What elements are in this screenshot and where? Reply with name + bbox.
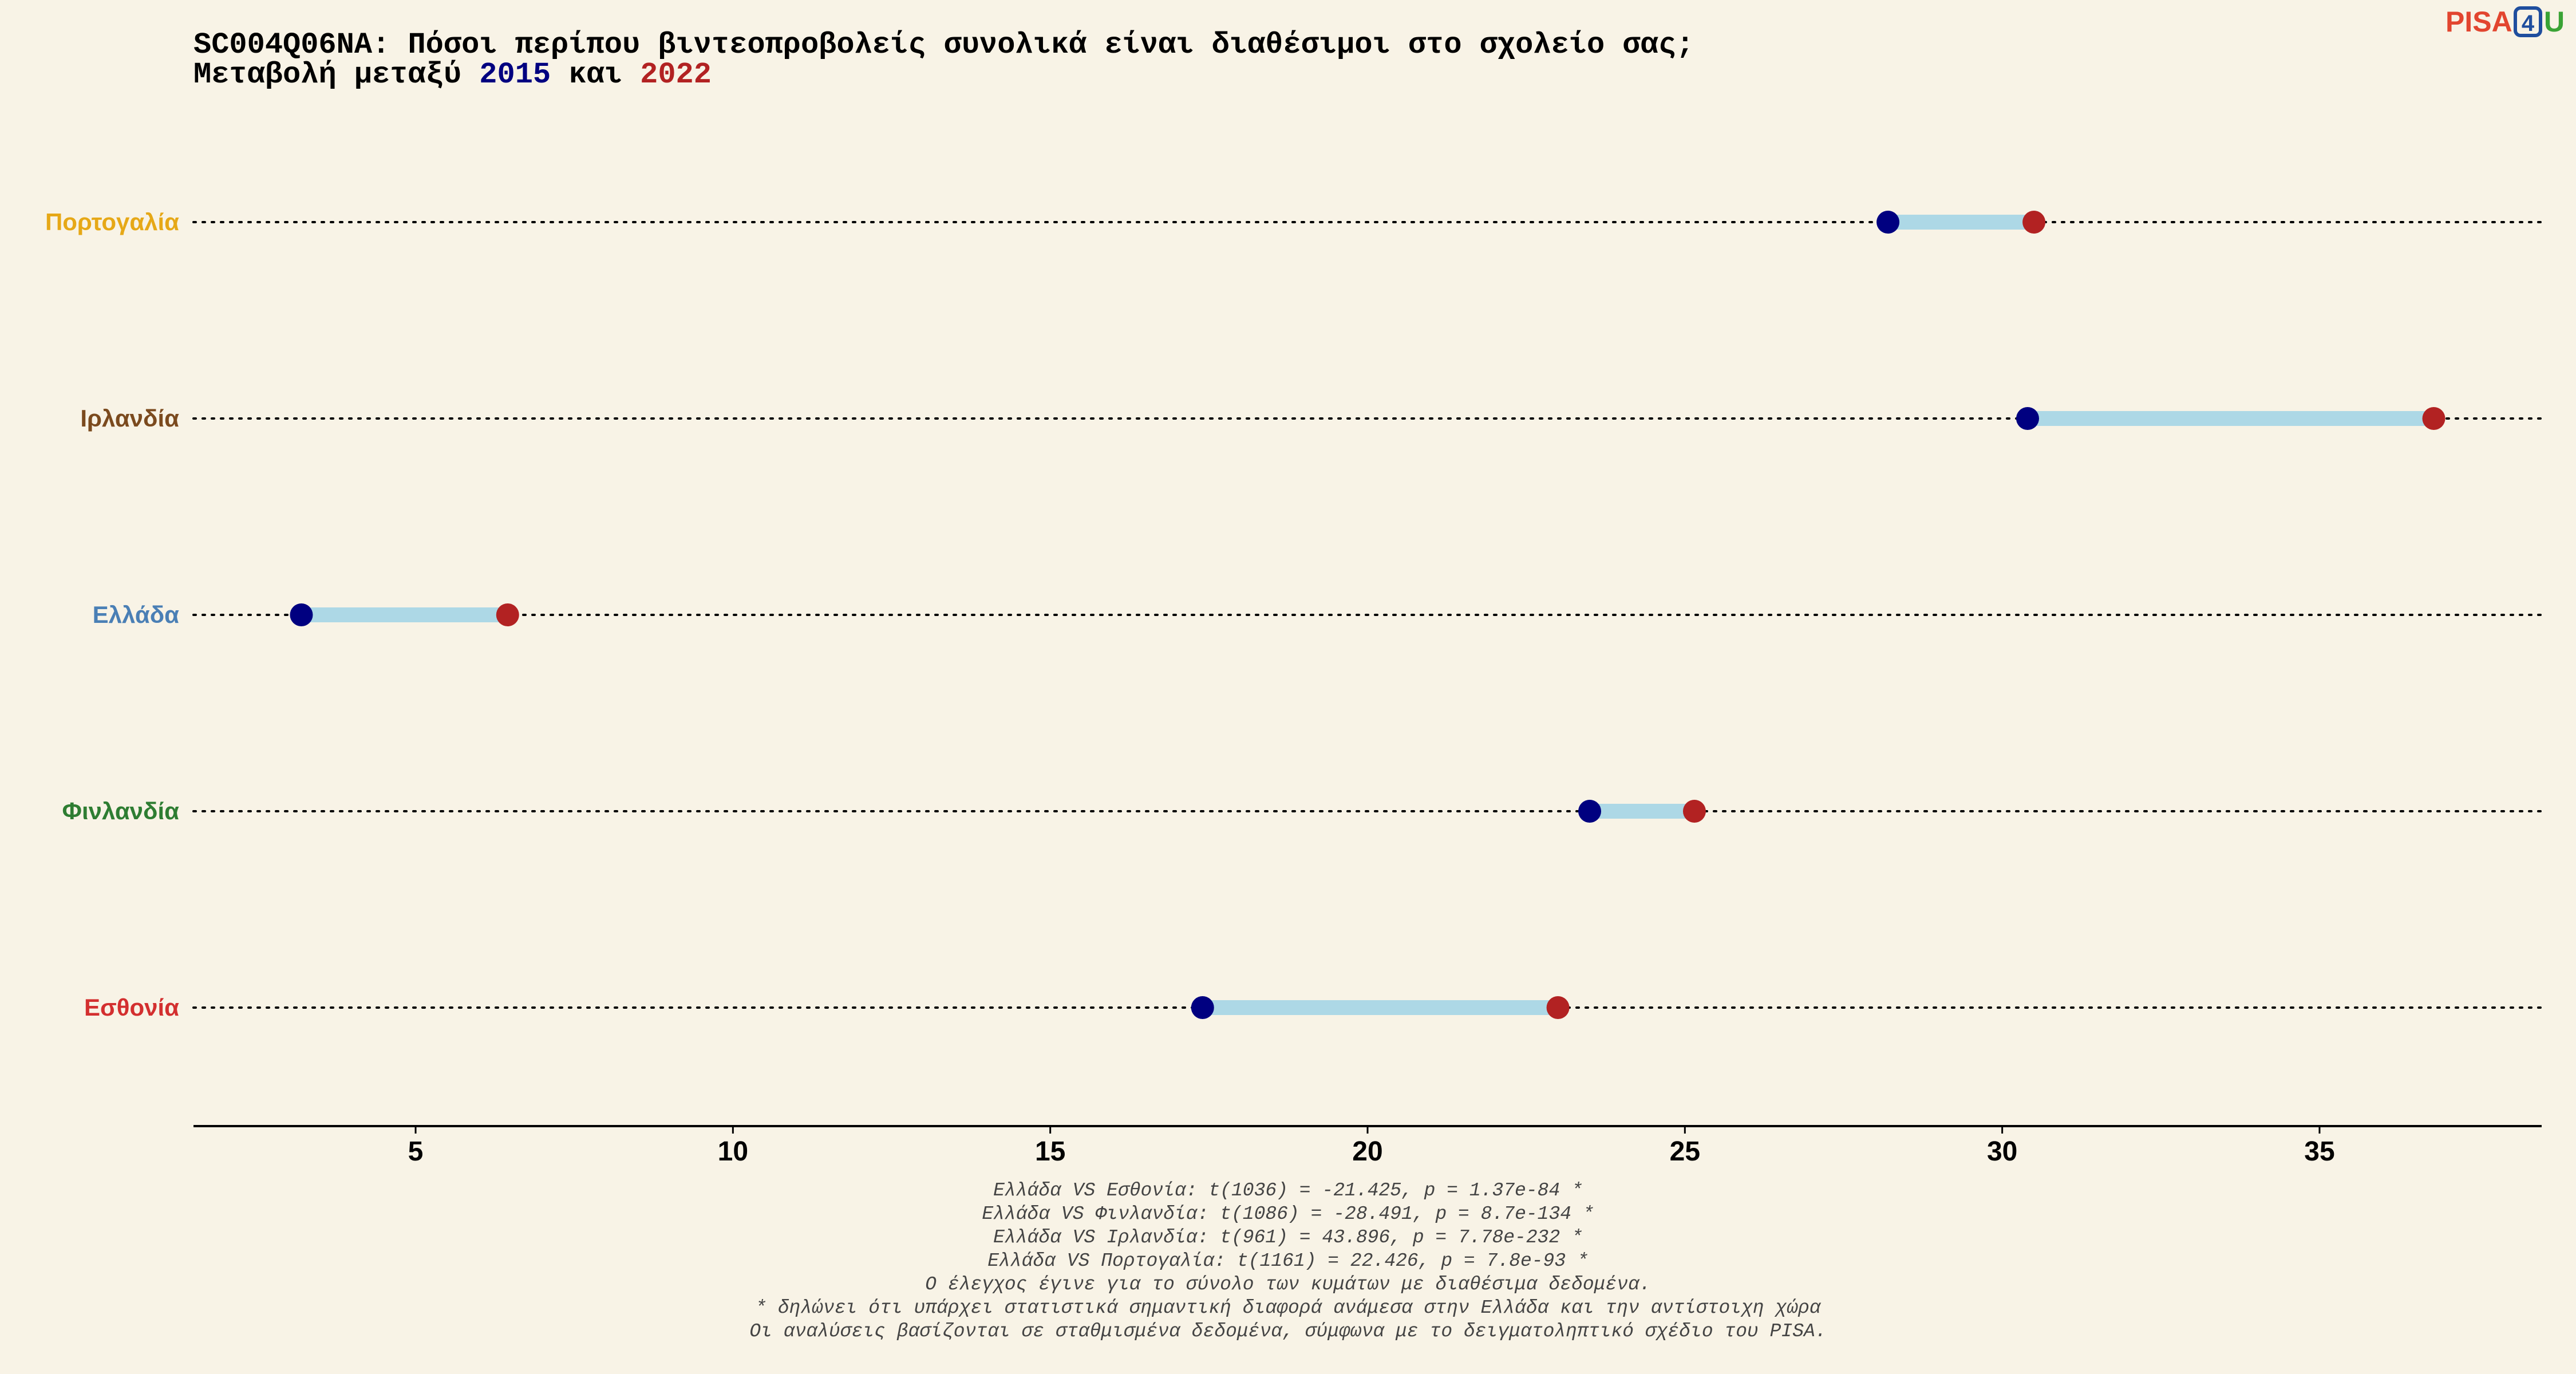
x-tick-label-10: 10 [718,1136,748,1167]
footnote-3: Ελλάδα VS Πορτογαλία: t(1161) = 22.426, … [987,1250,1589,1272]
footnote-6: Οι αναλύσεις βασίζονται σε σταθμισμένα δ… [749,1321,1826,1342]
x-tick-label-15: 15 [1035,1136,1065,1167]
logo-text-left: PISA [2445,6,2512,38]
point-2015-row-3 [1578,800,1602,823]
footnote-4: Ο έλεγχος έγινε για το σύνολο των κυμάτω… [925,1274,1650,1295]
x-tick-label-35: 35 [2304,1136,2334,1167]
footnote-5: * δηλώνει ότι υπάρχει στατιστικά σημαντι… [755,1297,1822,1318]
x-tick-label-20: 20 [1352,1136,1382,1167]
country-label-row-3: Φινλανδία [62,797,180,824]
x-tick-label-25: 25 [1670,1136,1700,1167]
point-2022-row-1 [2422,407,2445,430]
point-2022-row-4 [1546,996,1570,1019]
footnote-0: Ελλάδα VS Εσθονία: t(1036) = -21.425, p … [993,1180,1583,1201]
footnote-2: Ελλάδα VS Ιρλανδία: t(961) = 43.896, p =… [993,1227,1583,1248]
subtitle-prefix: Μεταβολή μεταξύ [193,58,479,92]
footnotes: Ελλάδα VS Εσθονία: t(1036) = -21.425, p … [749,1180,1826,1342]
country-label-row-0: Πορτογαλία [45,208,179,235]
subtitle-year-2015: 2015 [479,58,551,92]
subtitle-mid: και [551,58,640,92]
subtitle-year-2022: 2022 [640,58,712,92]
chart-title: SC004Q06NA: Πόσοι περίπου βιντεοπροβολεί… [193,28,1694,62]
x-tick-label-5: 5 [408,1136,424,1167]
pisa4u-logo: PISA 4 U [2445,6,2565,38]
x-tick-label-30: 30 [1987,1136,2017,1167]
chart-rows: Πορτογαλία Ιρλανδία Ελλάδα Φινλανδία Εσθονία [45,208,2543,1021]
point-2022-row-3 [1682,800,1706,823]
footnote-1: Ελλάδα VS Φινλανδία: t(1086) = -28.491, … [982,1203,1594,1225]
logo-text-box: 4 [2522,11,2535,36]
point-2022-row-2 [496,603,519,626]
point-2015-row-1 [2016,407,2039,430]
chart-subtitle: Μεταβολή μεταξύ 2015 και 2022 [193,58,712,92]
country-label-row-1: Ιρλανδία [80,405,179,432]
point-2022-row-0 [2022,211,2046,234]
country-label-row-2: Ελλάδα [93,601,180,628]
logo-text-right: U [2544,6,2565,38]
x-axis-ticks: 5 10 15 20 25 30 35 [408,1126,2335,1167]
point-2015-row-2 [290,603,313,626]
logo-box [2514,6,2542,37]
point-2015-row-4 [1191,996,1214,1019]
point-2015-row-0 [1876,211,1900,234]
country-label-row-4: Εσθονία [84,994,179,1021]
